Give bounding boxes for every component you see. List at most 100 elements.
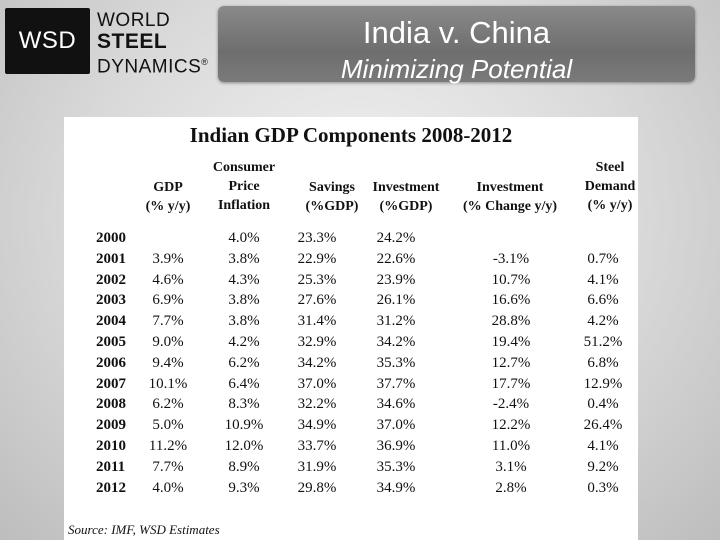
cell-steel: 9.2% <box>587 458 619 475</box>
cell-cpi: 6.4% <box>228 375 260 392</box>
cell-gdp: 4.6% <box>152 271 184 288</box>
header-cpi: Consumer Price Inflation <box>212 160 276 213</box>
row-year: 2004 <box>96 313 126 330</box>
cell-savings: 31.9% <box>297 458 337 475</box>
cell-gdp: 9.4% <box>152 354 184 371</box>
table-row: 2006 9.4% 6.2% 34.2% 35.3% 12.7% 6.8% <box>64 355 638 376</box>
cell-inv: 36.9% <box>376 438 416 454</box>
cell-inv_chg: 11.0% <box>491 438 531 454</box>
logo-line-2: STEEL <box>97 30 168 53</box>
cell-inv: 31.2% <box>376 313 416 330</box>
cell-steel: 6.6% <box>587 292 619 309</box>
table-row: 2010 11.2% 12.0% 33.7% 36.9% 11.0% 4.1% <box>64 438 638 459</box>
row-year: 2009 <box>96 417 126 434</box>
cell-savings: 23.3% <box>297 230 337 246</box>
slide-title: India v. China <box>362 15 551 50</box>
cell-cpi: 6.2% <box>228 354 260 371</box>
table-row: 2012 4.0% 9.3% 29.8% 34.9% 2.8% 0.3% <box>64 480 638 501</box>
cell-inv_chg: 12.2% <box>491 417 531 434</box>
cell-inv: 34.2% <box>376 334 416 350</box>
cell-cpi: 12.0% <box>224 438 264 454</box>
cell-savings: 27.6% <box>297 292 337 309</box>
cell-gdp: 6.2% <box>152 396 184 413</box>
cell-cpi: 3.8% <box>228 250 260 267</box>
cell-inv_chg: 12.7% <box>491 354 531 371</box>
cell-inv: 24.2% <box>376 230 416 246</box>
row-year: 2012 <box>96 479 126 496</box>
cell-savings: 37.0% <box>297 375 337 392</box>
cell-cpi: 4.2% <box>228 334 260 350</box>
table-row: 2011 7.7% 8.9% 31.9% 35.3% 3.1% 9.2% <box>64 459 638 480</box>
source-note: Source: IMF, WSD Estimates <box>68 522 220 537</box>
logo-line-3: DYNAMICS® <box>97 56 209 78</box>
cell-cpi: 4.3% <box>228 271 260 288</box>
header-investment: Investment (%GDP) <box>372 180 440 214</box>
title-banner: India v. China Minimizing Potential <box>218 6 695 84</box>
cell-inv: 26.1% <box>376 292 416 309</box>
slide-subtitle: Minimizing Potential <box>340 54 573 84</box>
table-title: Indian GDP Components 2008-2012 <box>189 123 513 147</box>
cell-steel: 51.2% <box>583 334 623 350</box>
header-savings: Savings (%GDP) <box>305 180 359 214</box>
row-year: 2002 <box>96 271 126 288</box>
table-row: 2008 6.2% 8.3% 32.2% 34.6% -2.4% 0.4% <box>64 396 638 417</box>
cell-steel: 4.1% <box>587 271 619 288</box>
cell-gdp: 7.7% <box>152 458 184 475</box>
table-row: 2002 4.6% 4.3% 25.3% 23.9% 10.7% 4.1% <box>64 272 638 293</box>
row-year: 2006 <box>96 354 126 371</box>
cell-inv: 22.6% <box>376 250 416 267</box>
cell-steel: 0.4% <box>587 396 619 413</box>
table-row: 2009 5.0% 10.9% 34.9% 37.0% 12.2% 26.4% <box>64 417 638 438</box>
row-year: 2001 <box>96 250 126 267</box>
cell-inv_chg: 2.8% <box>495 479 527 496</box>
logo-box: WSD <box>5 8 90 74</box>
cell-savings: 25.3% <box>297 271 337 288</box>
cell-steel: 4.1% <box>587 438 619 454</box>
cell-cpi: 8.3% <box>228 396 260 413</box>
cell-savings: 33.7% <box>297 438 337 454</box>
logo-line-1: WORLD <box>97 10 171 31</box>
table-row: 2001 3.9% 3.8% 22.9% 22.6% -3.1% 0.7% <box>64 251 638 272</box>
header-gdp: GDP (% y/y) <box>145 180 191 214</box>
cell-cpi: 3.8% <box>228 292 260 309</box>
row-year: 2000 <box>96 230 126 246</box>
cell-inv: 35.3% <box>376 354 416 371</box>
logo-wordmark: WORLD STEEL DYNAMICS® <box>97 10 208 77</box>
cell-gdp: 7.7% <box>152 313 184 330</box>
row-year: 2011 <box>96 458 126 475</box>
cell-inv: 35.3% <box>376 458 416 475</box>
row-year: 2003 <box>96 292 126 309</box>
cell-gdp: 10.1% <box>148 375 188 392</box>
cell-savings: 32.9% <box>297 334 337 350</box>
wsd-logo: WSD WORLD STEEL DYNAMICS® <box>5 8 210 77</box>
row-year: 2008 <box>96 396 126 413</box>
cell-gdp: 11.2% <box>148 438 188 454</box>
table-row: 2000 4.0% 23.3% 24.2% <box>64 230 638 251</box>
cell-steel: 6.8% <box>587 354 619 371</box>
header-investment-change: Investment (% Change y/y) <box>462 180 558 214</box>
cell-inv: 23.9% <box>376 271 416 288</box>
cell-gdp: 3.9% <box>152 250 184 267</box>
table-row: 2004 7.7% 3.8% 31.4% 31.2% 28.8% 4.2% <box>64 313 638 334</box>
cell-inv_chg: 19.4% <box>491 334 531 350</box>
cell-inv_chg: 10.7% <box>491 271 531 288</box>
cell-steel: 12.9% <box>583 375 623 392</box>
cell-cpi: 9.3% <box>228 479 260 496</box>
gdp-table: Indian GDP Components 2008-2012 GDP (% y/… <box>64 117 638 540</box>
cell-cpi: 4.0% <box>228 230 260 246</box>
cell-gdp: 6.9% <box>152 292 184 309</box>
cell-gdp: 4.0% <box>152 479 184 496</box>
cell-savings: 29.8% <box>297 479 337 496</box>
cell-inv_chg: 17.7% <box>491 375 531 392</box>
row-year: 2010 <box>96 438 126 454</box>
cell-gdp: 5.0% <box>152 417 184 434</box>
row-year: 2005 <box>96 334 126 350</box>
cell-savings: 34.9% <box>297 417 337 434</box>
table-row: 2007 10.1% 6.4% 37.0% 37.7% 17.7% 12.9% <box>64 376 638 397</box>
cell-savings: 22.9% <box>297 250 337 267</box>
cell-inv_chg: -3.1% <box>492 250 530 267</box>
cell-steel: 0.7% <box>587 250 619 267</box>
cell-inv: 34.9% <box>376 479 416 496</box>
cell-inv_chg: 28.8% <box>491 313 531 330</box>
table-row: 2005 9.0% 4.2% 32.9% 34.2% 19.4% 51.2% <box>64 334 638 355</box>
